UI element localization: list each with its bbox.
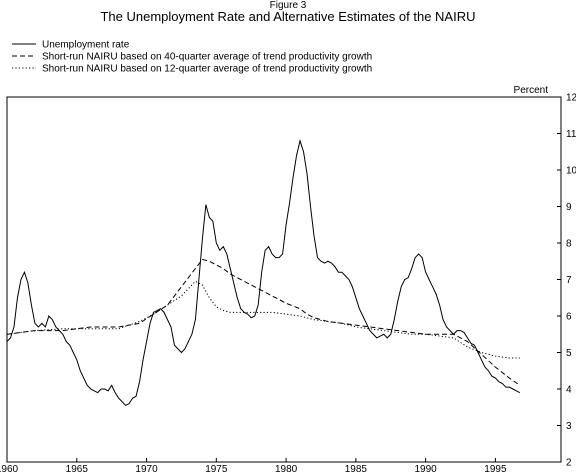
y-tick-label: 3 [566, 421, 572, 432]
legend-label: Short-run NAIRU based on 12-quarter aver… [42, 64, 372, 75]
chart-title: The Unemployment Rate and Alternative Es… [100, 9, 476, 24]
x-tick-label: 1960 [0, 464, 19, 475]
series-line-solid [6, 138, 521, 407]
x-axis: 1960 1965 1970 1975 1980 1985 1990 1995 [0, 458, 507, 475]
y-tick-label: 2 [566, 458, 572, 469]
legend-label: Short-run NAIRU based on 40-quarter aver… [42, 52, 372, 63]
y-tick-label: 8 [566, 239, 572, 250]
series-line-dashed [6, 258, 521, 386]
x-tick-label: 1990 [415, 464, 438, 475]
y-axis-label: Percent [514, 85, 549, 96]
y-tick-label: 10 [566, 166, 576, 177]
y-tick-label: 9 [566, 202, 572, 213]
series-group [6, 138, 521, 407]
x-tick-label: 1975 [205, 464, 228, 475]
x-tick-label: 1995 [484, 464, 507, 475]
y-tick-label: 4 [566, 385, 572, 396]
y-tick-label: 12 [566, 93, 576, 104]
y-tick-label: 7 [566, 275, 572, 286]
x-tick-label: 1965 [66, 464, 89, 475]
x-tick-label: 1970 [135, 464, 158, 475]
y-tick-label: 6 [566, 312, 572, 323]
y-tick-label: 11 [566, 129, 576, 140]
x-tick-label: 1985 [345, 464, 368, 475]
x-tick-label: 1980 [275, 464, 298, 475]
series-line-dotted [6, 280, 520, 359]
plot-frame [6, 96, 562, 463]
y-axis: 2 3 4 5 6 7 8 9 10 11 12 [557, 93, 576, 469]
figure-label: Figure 3 [269, 0, 307, 11]
y-tick-label: 5 [566, 348, 572, 359]
legend-label: Unemployment rate [42, 40, 130, 51]
